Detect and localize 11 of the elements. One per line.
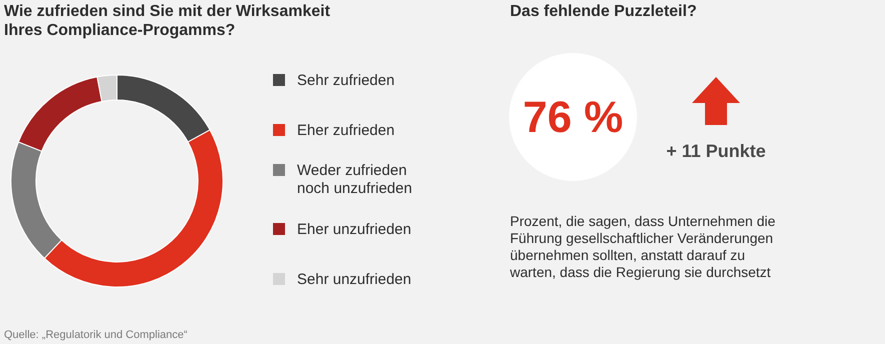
legend-label: Sehr unzufrieden — [297, 271, 412, 288]
text: Das fehlende Puzzleteil? — [510, 3, 697, 20]
legend-label: Eher zufrieden — [297, 122, 395, 139]
legend-label: Sehr zufrieden — [297, 72, 395, 89]
source-note: Quelle: „Regulatorik und Compliance“ — [4, 329, 188, 341]
text: + 11 Punkte — [666, 141, 766, 161]
text: Prozent, die sagen, dass Unternehmen die Führung gesellschaftlicher Veränderungen übernehmen sollten, anstatt darauf zu warten, dass die Regierung sie durchsetzt — [509, 213, 776, 280]
text: 76 % — [522, 93, 624, 142]
chart-title: Wie zufrieden sind Sie mit der Wirksamkeit Ihres Compliance-Progamms? — [4, 3, 331, 39]
legend-label: Weder zufrieden noch unzufrieden — [297, 162, 412, 197]
legend-label: Eher unzufrieden — [297, 221, 412, 238]
